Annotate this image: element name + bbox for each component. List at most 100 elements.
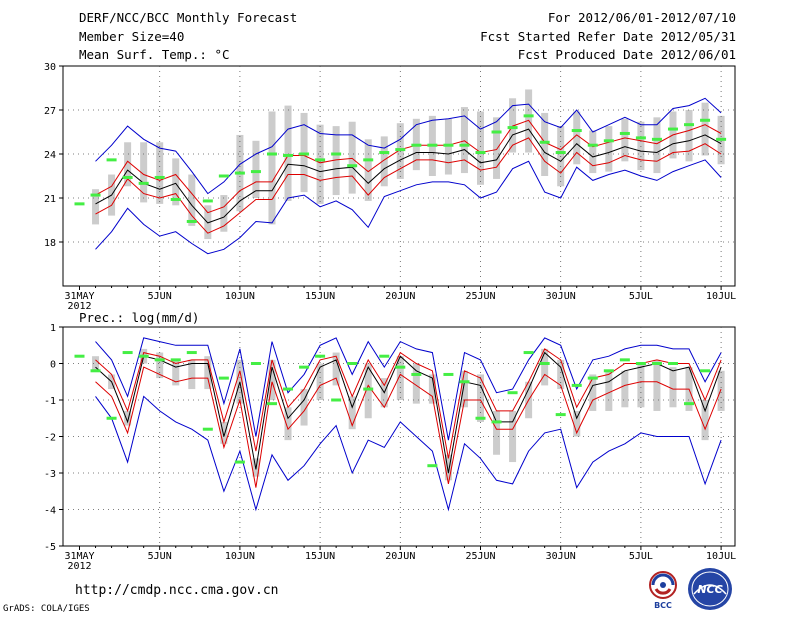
chart-title: DERF/NCC/BCC Monthly Forecast [79,10,298,25]
y-tick-label: 0 [50,360,56,371]
y-tick-label: 24 [44,150,56,161]
x-tick-label: 10JUL [706,291,736,302]
ensemble-range-box [557,359,565,390]
ensemble-range-box [605,370,613,411]
ensemble-range-box [637,121,645,171]
ensemble-range-box [509,410,517,463]
ensemble-range-box [188,359,196,390]
y-tick-label: -4 [44,506,56,517]
x-tick-label: 15JUN [305,551,335,562]
ensemble-range-box [316,124,324,204]
x-year-label: 2012 [67,301,91,312]
x-tick-label: 5JUN [148,551,172,562]
y-tick-label: -2 [44,433,56,444]
ensemble-range-box [172,359,180,386]
y-tick-label: -5 [44,542,56,553]
ensemble-range-box [204,356,212,390]
ensemble-range-box [156,142,164,204]
plot-frame [62,65,736,287]
ncc-logo: NCC [688,568,732,610]
series-line-ensemble-mean [95,128,722,224]
ensemble-range-box [653,117,661,174]
ensemble-range-box [460,370,468,408]
y-tick-label: 30 [44,62,56,73]
ensemble-range-box [396,356,404,400]
ensemble-range-box [573,111,581,165]
forecast-start-date: Fcst Started Refer Date 2012/05/31 [480,29,736,44]
x-tick-label: 10JUL [706,551,736,562]
ensemble-range-box [92,356,100,371]
ensemble-range-box [493,117,501,179]
y-tick-label: 1 [50,323,56,334]
ensemble-range-box [477,374,484,422]
ensemble-range-box [332,352,340,386]
ensemble-range-box [140,142,148,203]
ensemble-range-box [509,98,517,153]
ensemble-range-box [124,410,132,426]
ensemble-range-box [444,454,452,481]
ensemble-range-box [493,410,501,455]
ensemble-range-box [124,142,132,187]
series-line-upper-inner [95,119,722,214]
ncc-logo-text: NCC [697,583,722,596]
series-line-lower-outer [95,159,722,255]
ensemble-range-box [541,348,549,386]
ensemble-range-box [621,118,629,162]
ensemble-range-box [268,359,276,400]
series-line-upper-outer [95,337,722,441]
x-tick-label: 15JUN [305,291,335,302]
ensemble-range-box [573,410,581,437]
x-tick-label: 31MAY [64,291,94,302]
x-tick-label: 5JUN [148,291,172,302]
ensemble-range-box [156,352,164,379]
series-line-upper-inner [95,348,722,459]
bcc-logo: BCC [649,571,677,610]
ensemble-range-box [589,130,597,174]
x-tick-label: 25JUN [465,551,495,562]
ensemble-range-box [428,374,436,404]
ensemble-range-box [92,189,100,225]
x-tick-label: 10JUN [225,291,255,302]
ensemble-range-box [653,359,661,411]
x-tick-label: 25JUN [465,291,495,302]
ensemble-range-box [412,363,420,404]
ensemble-range-box [332,126,340,196]
ensemble-range-box [188,174,196,226]
ensemble-range-box [284,407,292,441]
ensemble-range-box [717,370,725,411]
ensemble-range-box [348,121,356,194]
ensemble-range-box [348,396,356,430]
y-tick-label: 27 [44,106,56,117]
series-line-lower-inner [95,137,722,234]
forecast-produced-date: Fcst Produced Date 2012/06/01 [517,47,736,62]
series-line-lower-inner [95,366,722,488]
ensemble-range-box [364,139,372,201]
x-tick-label: 10JUN [225,551,255,562]
bcc-logo-text: BCC [654,601,672,610]
y-tick-label: 21 [44,194,56,205]
ensemble-range-box [380,136,388,187]
ensemble-range-box [460,107,468,174]
ensemble-range-box [701,102,709,156]
ensemble-range-box [621,370,629,408]
forecast-period: For 2012/06/01-2012/07/10 [547,10,736,25]
member-size-label: Member Size=40 [79,29,185,44]
ensemble-range-box [685,110,693,162]
source-url[interactable]: http://cmdp.ncc.cma.gov.cn [75,583,279,598]
y-tick-label: -1 [44,396,56,407]
ensemble-range-box [284,105,292,201]
x-tick-label: 20JUN [385,291,415,302]
x-tick-label: 5JUL [629,551,653,562]
x-tick-label: 30JUN [546,291,576,302]
variable-label-prec: Prec.: log(mm/d) [79,310,199,325]
x-tick-label: 31MAY [64,551,94,562]
x-tick-label: 5JUL [629,291,653,302]
ensemble-range-box [300,389,308,426]
y-tick-label: 18 [44,238,56,249]
variable-label-temp: Mean Surf. Temp.: °C [79,47,230,62]
ensemble-range-box [669,367,677,408]
x-tick-label: 20JUN [385,551,415,562]
ensemble-range-box [477,111,484,185]
ensemble-range-box [541,112,549,176]
